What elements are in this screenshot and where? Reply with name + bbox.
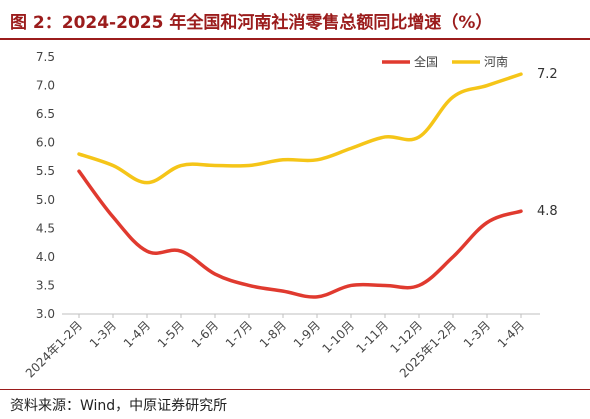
x-tick-label: 1-5月 <box>155 318 187 350</box>
series-end-label: 4.8 <box>537 204 558 219</box>
bottom-rule <box>0 389 590 390</box>
legend-label: 全国 <box>414 54 438 69</box>
y-tick-label: 3.0 <box>36 307 55 321</box>
y-tick-label: 3.5 <box>36 278 55 292</box>
x-tick-label: 1-10月 <box>319 318 357 356</box>
series-line-henan <box>77 72 523 185</box>
title-bar: 图 2：2024-2025 年全国和河南社消零售总额同比增速（%） <box>0 0 590 40</box>
x-tick-label: 1-9月 <box>291 318 323 350</box>
x-tick-label: 1-4月 <box>121 318 153 350</box>
x-tick-label: 1-8月 <box>257 318 289 350</box>
chart-title: 图 2：2024-2025 年全国和河南社消零售总额同比增速（%） <box>10 13 493 33</box>
x-tick-label: 1-7月 <box>223 318 255 350</box>
x-tick-label: 2024年1-2月 <box>23 318 85 380</box>
y-tick-label: 5.0 <box>36 193 55 207</box>
y-tick-label: 6.0 <box>36 136 55 150</box>
x-tick-label: 1-11月 <box>353 318 391 356</box>
y-tick-label: 5.5 <box>36 164 55 178</box>
y-tick-label: 6.5 <box>36 107 55 121</box>
y-tick-label: 4.0 <box>36 250 55 264</box>
source-note: 资料来源：Wind，中原证券研究所 <box>10 398 228 414</box>
x-tick-label: 1-4月 <box>495 318 527 350</box>
series-line-national <box>77 169 523 299</box>
legend-label: 河南 <box>484 54 508 69</box>
x-tick-label: 1-3月 <box>461 318 493 350</box>
y-tick-label: 4.5 <box>36 221 55 235</box>
x-tick-label: 1-3月 <box>87 318 119 350</box>
series-end-label: 7.2 <box>537 67 558 82</box>
y-tick-label: 7.0 <box>36 79 55 93</box>
y-tick-label: 7.5 <box>36 50 55 64</box>
x-tick-label: 1-6月 <box>189 318 221 350</box>
